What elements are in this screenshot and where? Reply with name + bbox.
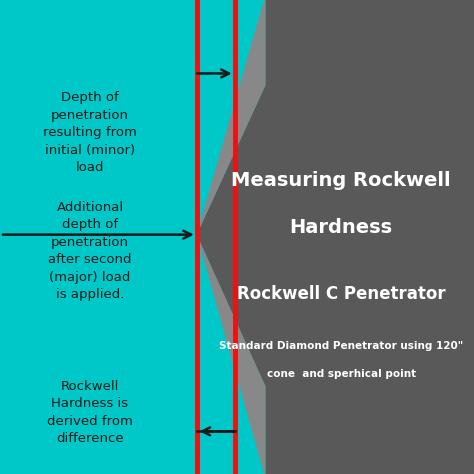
Text: Depth of
penetration
resulting from
initial (minor)
load: Depth of penetration resulting from init… — [43, 91, 137, 174]
Text: Rockwell C Penetrator: Rockwell C Penetrator — [237, 285, 446, 303]
Polygon shape — [197, 0, 474, 474]
Text: Additional
depth of
penetration
after second
(major) load
is applied.: Additional depth of penetration after se… — [48, 201, 132, 301]
Text: Measuring Rockwell: Measuring Rockwell — [231, 171, 451, 190]
Text: Rockwell
Hardness is
derived from
difference: Rockwell Hardness is derived from differ… — [47, 380, 133, 445]
Text: cone  and sperhical point: cone and sperhical point — [267, 369, 416, 380]
Text: Hardness: Hardness — [290, 218, 393, 237]
Polygon shape — [197, 235, 265, 474]
Text: Standard Diamond Penetrator using 120": Standard Diamond Penetrator using 120" — [219, 341, 464, 351]
Polygon shape — [197, 0, 265, 235]
